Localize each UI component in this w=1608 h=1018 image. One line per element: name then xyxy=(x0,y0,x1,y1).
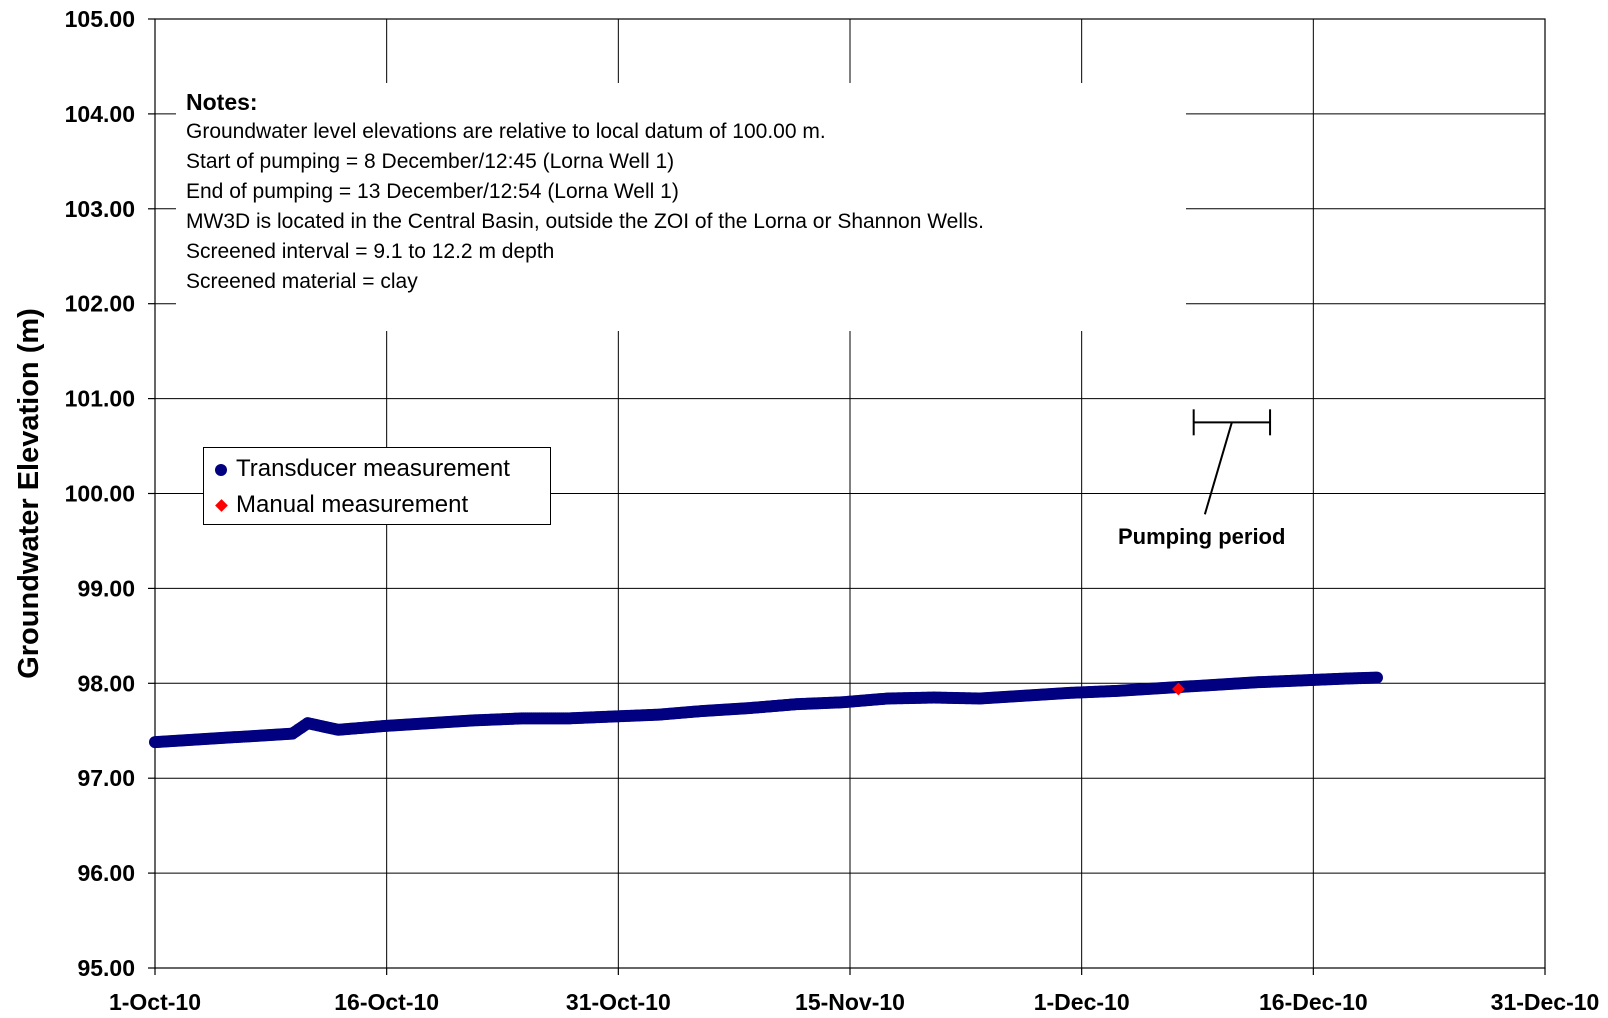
x-tick-label: 15-Nov-10 xyxy=(795,989,905,1015)
pumping-period-bracket xyxy=(1192,409,1272,515)
annotation-background xyxy=(1108,520,1308,572)
x-tick-label: 16-Oct-10 xyxy=(334,989,439,1015)
y-tick-label: 98.00 xyxy=(77,670,135,696)
circle-marker-icon xyxy=(215,463,227,476)
y-tick-label: 100.00 xyxy=(65,481,135,507)
x-tick-label: 1-Oct-10 xyxy=(109,989,201,1015)
legend-label: Transducer measurement xyxy=(236,455,510,482)
x-tick-label: 31-Dec-10 xyxy=(1491,989,1600,1015)
notes-title: Notes: xyxy=(186,89,258,115)
notes-box: Notes: Groundwater level elevations are … xyxy=(176,83,1186,331)
legend-label: Manual measurement xyxy=(236,491,469,518)
y-tick-label: 97.00 xyxy=(77,765,135,791)
series-layer xyxy=(149,671,1383,749)
y-tick-label: 99.00 xyxy=(77,575,135,601)
y-axis: 95.00 96.00 97.00 98.00 99.00 100.00 101.00 102… xyxy=(65,6,155,981)
note-line: End of pumping = 13 December/12:54 (Lorn… xyxy=(186,180,679,203)
note-line: Start of pumping = 8 December/12:45 (Lor… xyxy=(186,150,675,173)
x-tick-label: 1-Dec-10 xyxy=(1034,989,1130,1015)
pumping-period-label: Pumping period xyxy=(1118,524,1286,549)
legend-item-transducer: Transducer measurement xyxy=(214,454,510,484)
note-line: Screened interval = 9.1 to 12.2 m depth xyxy=(186,240,555,263)
y-axis-label: Groundwater Elevation (m) xyxy=(13,308,45,679)
note-line: Groundwater level elevations are relativ… xyxy=(186,120,826,143)
y-tick-label: 95.00 xyxy=(77,955,135,981)
y-tick-label: 101.00 xyxy=(65,386,135,412)
data-point-transducer xyxy=(1370,671,1383,684)
x-tick-label: 31-Oct-10 xyxy=(566,989,671,1015)
pumping-leader-line xyxy=(1203,422,1233,515)
x-axis: 1-Oct-10 16-Oct-10 31-Oct-10 15-Nov-10 1-Dec… xyxy=(109,968,1599,1015)
y-tick-label: 105.00 xyxy=(65,6,135,32)
y-tick-label: 102.00 xyxy=(65,291,135,317)
legend: Transducer measurement Manual measuremen… xyxy=(203,447,551,525)
note-line: Screened material = clay xyxy=(186,270,418,293)
y-tick-label: 96.00 xyxy=(77,860,135,886)
y-tick-label: 103.00 xyxy=(65,196,135,222)
note-line: MW3D is located in the Central Basin, ou… xyxy=(186,210,985,233)
diamond-marker-icon xyxy=(214,499,228,513)
y-tick-label: 104.00 xyxy=(65,101,135,127)
x-tick-label: 16-Dec-10 xyxy=(1259,989,1368,1015)
legend-item-manual: Manual measurement xyxy=(214,490,468,520)
